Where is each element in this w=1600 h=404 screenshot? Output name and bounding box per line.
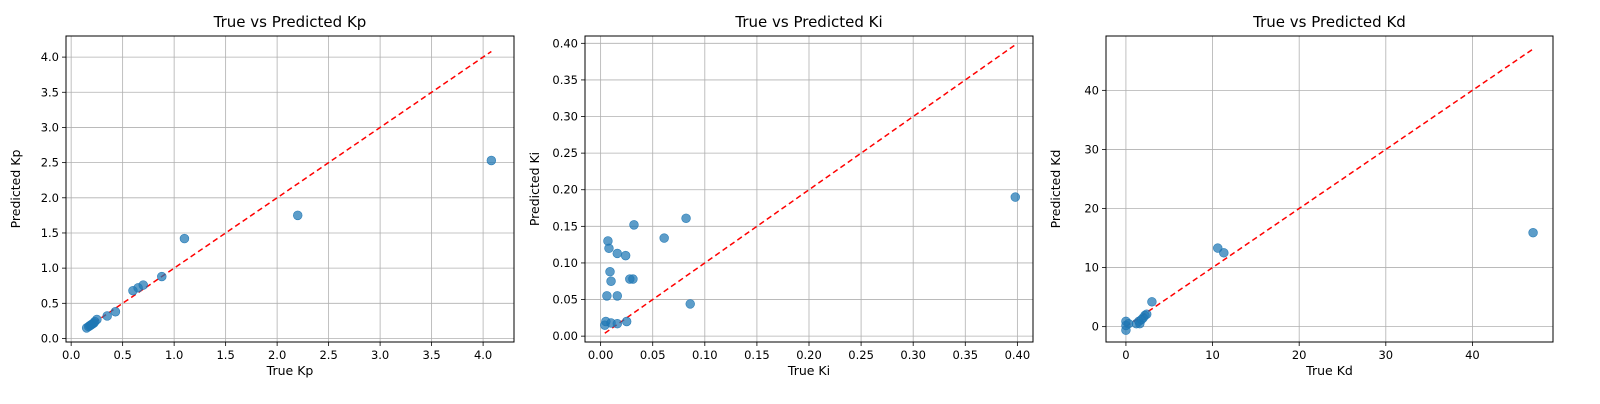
scatter-point — [92, 314, 102, 325]
x-axis-label: True Kp — [266, 363, 314, 378]
scatter-point — [681, 213, 691, 223]
subplot-2: 0.00 0.05 0.10 0.15 0.20 0.25 0.30 0.35 0.40 0.00… — [527, 13, 1034, 378]
x-axis-label: True Ki — [787, 363, 830, 378]
scatter-point — [620, 250, 631, 261]
x-tick-label: 1.0 — [165, 348, 183, 362]
scatter-point — [1528, 228, 1538, 238]
scatter-point — [179, 233, 190, 244]
x-tick-label: 10 — [1205, 348, 1220, 362]
subplot-3: 0 10 20 30 40 0 10 20 30 40 True vs Predicted Kd Tr… — [1048, 13, 1554, 378]
y-tick-label: 2.5 — [41, 156, 59, 170]
y-tick-label: 10 — [1084, 261, 1099, 275]
chart-title: True vs Predicted Ki — [734, 13, 882, 31]
scatter-point — [612, 248, 622, 259]
x-tick-label: 2.0 — [268, 348, 286, 362]
chart-title: True vs Predicted Kd — [1252, 13, 1406, 31]
y-tick-label: 0.20 — [552, 183, 578, 197]
x-tick-label: 0.35 — [952, 348, 978, 362]
y-tick-label: 0.0 — [41, 331, 59, 345]
y-tick-label: 20 — [1084, 201, 1099, 215]
y-tick-label: 0.25 — [552, 146, 578, 160]
x-tick-label: 40 — [1465, 348, 1480, 362]
y-tick-label: 4.0 — [41, 50, 59, 64]
y-tick-label: 0 — [1092, 320, 1099, 334]
scatter-point — [102, 311, 112, 321]
x-tick-label: 20 — [1292, 348, 1307, 362]
x-tick-label: 0.00 — [588, 348, 614, 362]
scatter-point — [1219, 248, 1229, 258]
x-tick-label: 0.25 — [848, 348, 874, 362]
scatter-point — [1147, 297, 1157, 307]
axes-frame — [1105, 35, 1554, 343]
x-tick-label: 0.0 — [62, 348, 80, 362]
scatter-point — [1123, 318, 1134, 329]
x-tick-label: 30 — [1378, 348, 1393, 362]
scatter-point — [110, 307, 121, 317]
x-tick-label: 0.40 — [1005, 348, 1031, 362]
scatter-point — [605, 267, 615, 277]
y-tick-label: 0.10 — [552, 256, 578, 270]
scatter-point — [612, 291, 622, 301]
x-axis-label: True Kd — [1305, 363, 1353, 378]
y-axis-label: Predicted Ki — [527, 152, 542, 226]
y-axis-label: Predicted Kd — [1048, 150, 1063, 229]
axes-frame — [584, 35, 1034, 343]
scatter-point — [138, 280, 148, 290]
scatter-point — [604, 243, 614, 253]
x-tick-label: 3.0 — [371, 348, 389, 362]
y-tick-label: 0.05 — [552, 293, 578, 307]
scatter-point — [293, 210, 303, 221]
scatter-point — [612, 318, 622, 329]
scatter-point — [486, 155, 497, 166]
y-tick-label: 1.5 — [41, 226, 59, 240]
y-tick-label: 40 — [1084, 83, 1099, 97]
y-tick-label: 30 — [1084, 142, 1099, 156]
axes-frame — [65, 35, 515, 343]
scatter-point — [629, 220, 639, 230]
y-tick-label: 0.30 — [552, 110, 578, 124]
x-tick-label: 0 — [1122, 348, 1129, 362]
ideal-reference-line — [604, 44, 1016, 334]
x-tick-label: 1.5 — [216, 348, 234, 362]
x-tick-label: 0.5 — [113, 348, 131, 362]
ideal-reference-line — [1125, 48, 1534, 328]
scatter-point — [628, 274, 638, 284]
x-tick-label: 3.5 — [422, 348, 440, 362]
y-tick-label: 2.0 — [41, 191, 59, 205]
y-tick-label: 0.40 — [552, 36, 578, 50]
x-tick-label: 0.10 — [692, 348, 718, 362]
scatter-point — [602, 291, 612, 301]
chart-title: True vs Predicted Kp — [213, 13, 367, 31]
y-tick-label: 0.5 — [41, 296, 59, 310]
scatter-point — [659, 233, 669, 243]
x-tick-label: 2.5 — [319, 348, 337, 362]
scatter-point — [685, 299, 695, 309]
y-tick-label: 0.35 — [552, 73, 578, 87]
y-tick-label: 1.0 — [41, 261, 59, 275]
x-tick-label: 0.15 — [744, 348, 770, 362]
scatter-point — [1142, 309, 1152, 319]
x-tick-label: 0.05 — [640, 348, 666, 362]
x-tick-label: 0.20 — [796, 348, 822, 362]
y-tick-label: 0.15 — [552, 219, 578, 233]
y-tick-label: 0.00 — [552, 329, 578, 343]
x-tick-label: 4.0 — [474, 348, 492, 362]
x-tick-label: 0.30 — [900, 348, 926, 362]
scatter-point — [1010, 192, 1020, 202]
y-tick-label: 3.5 — [41, 85, 59, 99]
scatter-point — [157, 271, 167, 282]
scatter-point — [606, 276, 616, 286]
subplot-1: 0.0 0.5 1.0 1.5 2.0 2.5 3.0 3.5 4.0 0.0 0.5 1.0 1.5 2… — [8, 13, 515, 378]
y-tick-label: 3.0 — [41, 120, 59, 134]
y-axis-label: Predicted Kp — [8, 150, 23, 229]
scatter-point — [621, 316, 632, 327]
ideal-reference-line — [86, 50, 492, 329]
